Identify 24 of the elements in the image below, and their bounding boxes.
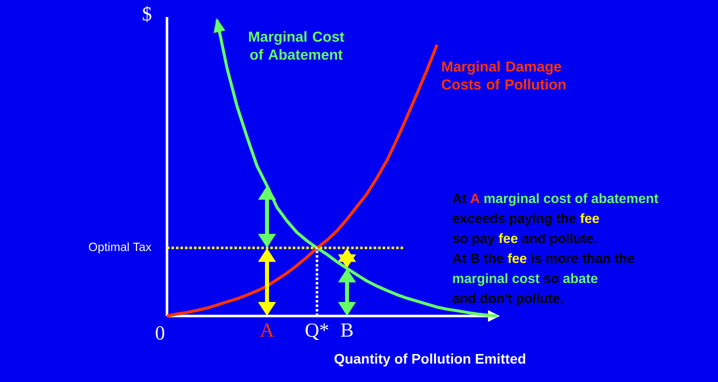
text: fee: [580, 213, 599, 224]
text: is more than the: [532, 253, 634, 264]
text: and pollute.: [522, 233, 596, 246]
series-label: Marginal Cost of Abatement: [249, 31, 344, 60]
text: so: [544, 276, 559, 284]
text: $: [142, 6, 152, 22]
annotation: so pay: [452, 236, 495, 246]
text: fee: [508, 253, 526, 264]
x-axis-title: Quantity of Pollution Emitted: [334, 353, 526, 366]
x-tick-label: B: [340, 324, 353, 337]
annotation: marginal cost of abatement: [484, 193, 658, 206]
annotation: At B the: [452, 253, 504, 264]
text: fee: [498, 233, 518, 244]
annotation: and don't pollute.: [452, 293, 563, 306]
x-tick-label: Q*: [306, 324, 328, 340]
annotation: exceeds paying the: [452, 213, 576, 226]
series-label: Marginal Damage Costs of Pollution: [442, 61, 566, 90]
text: abate: [563, 273, 598, 284]
annotation: At: [452, 194, 466, 204]
ref-line-label: Optimal Tax: [88, 242, 152, 254]
annotation: marginal cost: [453, 273, 540, 286]
x-tick-label: A: [260, 324, 274, 337]
annotation: A: [470, 194, 480, 203]
text: 0: [156, 326, 164, 340]
